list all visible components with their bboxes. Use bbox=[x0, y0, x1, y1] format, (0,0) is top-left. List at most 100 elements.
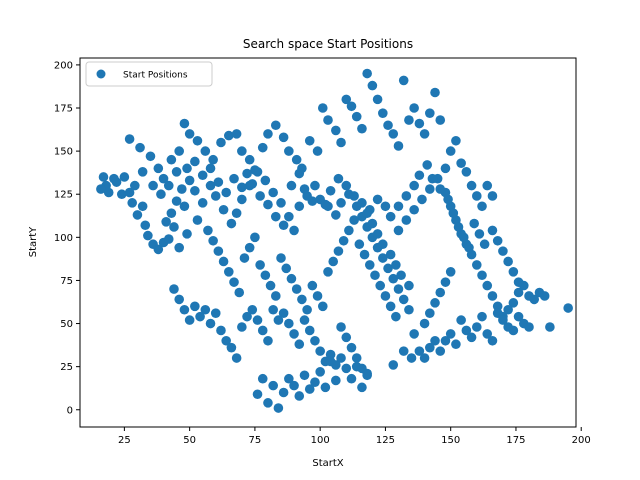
data-point bbox=[372, 94, 383, 105]
data-point bbox=[310, 180, 320, 191]
data-point bbox=[270, 211, 281, 222]
data-point bbox=[482, 180, 493, 191]
data-point bbox=[252, 389, 263, 400]
data-point bbox=[378, 239, 388, 250]
data-point bbox=[451, 135, 461, 146]
plot-border bbox=[79, 57, 577, 428]
data-point bbox=[325, 356, 336, 367]
data-point bbox=[237, 322, 247, 332]
legend-box bbox=[85, 61, 213, 87]
data-point bbox=[336, 353, 346, 363]
data-point bbox=[299, 315, 310, 325]
data-point bbox=[179, 118, 190, 129]
data-point bbox=[171, 196, 182, 206]
data-point bbox=[409, 180, 419, 191]
data-point bbox=[247, 304, 258, 315]
data-point bbox=[349, 191, 359, 201]
data-point bbox=[388, 360, 399, 370]
data-point bbox=[179, 201, 190, 212]
data-point bbox=[396, 270, 406, 281]
data-point bbox=[469, 218, 479, 229]
data-point bbox=[174, 146, 184, 156]
data-point bbox=[430, 87, 440, 98]
data-point bbox=[388, 129, 399, 139]
data-point bbox=[294, 391, 305, 401]
x-tick-label: 125 bbox=[376, 435, 395, 446]
data-point bbox=[474, 229, 485, 239]
legend-marker bbox=[96, 69, 106, 79]
data-point bbox=[130, 180, 140, 191]
data-point bbox=[203, 225, 213, 236]
data-point bbox=[404, 115, 414, 125]
data-point bbox=[508, 325, 519, 336]
data-point bbox=[378, 108, 388, 118]
data-point bbox=[174, 294, 184, 305]
data-point bbox=[323, 267, 333, 277]
data-point bbox=[163, 180, 174, 191]
x-tick-label: 150 bbox=[441, 435, 460, 446]
data-point bbox=[357, 123, 367, 134]
data-point bbox=[166, 154, 177, 165]
data-point bbox=[367, 80, 378, 91]
data-point bbox=[247, 179, 258, 189]
data-point bbox=[445, 329, 456, 339]
data-point bbox=[477, 270, 487, 281]
data-point bbox=[346, 101, 357, 112]
data-point bbox=[278, 220, 289, 231]
y-tick-label: 125 bbox=[54, 190, 73, 201]
data-point bbox=[498, 315, 508, 325]
data-point bbox=[325, 349, 336, 360]
data-point bbox=[393, 201, 404, 212]
data-point bbox=[250, 232, 260, 243]
data-point bbox=[216, 137, 226, 148]
data-point bbox=[323, 115, 333, 125]
data-point bbox=[135, 142, 145, 153]
data-point bbox=[205, 318, 216, 329]
data-point bbox=[257, 373, 268, 384]
data-point bbox=[338, 235, 349, 246]
x-axis-label: StartX bbox=[312, 458, 343, 469]
data-point bbox=[119, 172, 130, 182]
data-point bbox=[231, 353, 242, 363]
data-point bbox=[320, 199, 331, 210]
y-tick-label: 150 bbox=[54, 147, 73, 158]
data-point bbox=[208, 154, 218, 165]
data-point bbox=[213, 177, 224, 187]
data-point bbox=[513, 287, 524, 298]
data-point bbox=[351, 361, 362, 372]
data-point bbox=[398, 75, 409, 86]
data-point bbox=[513, 277, 524, 287]
data-point bbox=[513, 311, 524, 322]
data-point bbox=[482, 329, 493, 339]
data-point bbox=[205, 163, 216, 174]
data-point bbox=[385, 211, 396, 222]
data-point bbox=[409, 329, 419, 339]
data-point bbox=[477, 201, 487, 212]
y-tick-label: 75 bbox=[60, 276, 73, 287]
data-point bbox=[132, 210, 143, 220]
y-tick-label: 50 bbox=[60, 319, 73, 330]
data-point bbox=[498, 246, 508, 256]
data-point bbox=[260, 270, 271, 281]
data-point bbox=[414, 346, 425, 356]
data-point bbox=[364, 260, 375, 270]
data-point bbox=[464, 242, 474, 253]
data-point bbox=[284, 373, 294, 384]
data-point bbox=[286, 180, 297, 191]
data-point bbox=[440, 163, 451, 174]
data-point bbox=[231, 208, 242, 218]
data-point bbox=[270, 291, 281, 301]
data-point bbox=[320, 382, 331, 393]
data-point bbox=[391, 260, 401, 270]
data-point bbox=[234, 287, 245, 298]
data-point bbox=[103, 187, 114, 198]
data-point bbox=[276, 253, 286, 263]
data-point bbox=[333, 173, 344, 184]
data-point bbox=[255, 191, 265, 201]
data-point bbox=[341, 180, 352, 191]
data-point bbox=[278, 308, 289, 319]
legend-label: Start Positions bbox=[123, 71, 188, 81]
data-point bbox=[242, 311, 252, 322]
data-point bbox=[278, 132, 289, 143]
data-point bbox=[341, 94, 352, 105]
